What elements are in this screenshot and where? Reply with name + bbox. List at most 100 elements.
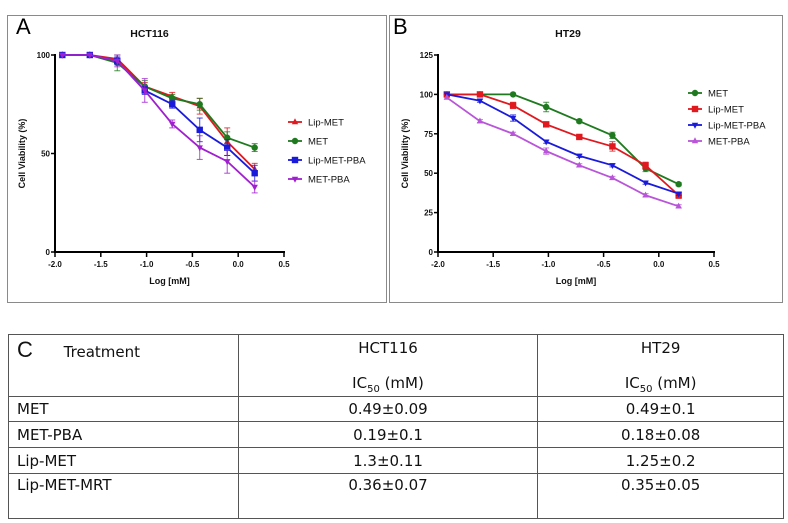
- data-point: [196, 101, 203, 108]
- x-tick-label: -0.5: [597, 260, 611, 269]
- legend-marker: [691, 137, 699, 144]
- legend-marker: [291, 156, 299, 164]
- series-line: [446, 93, 680, 196]
- treatment-cell: MET: [8, 396, 239, 422]
- y-tick-label: 0: [46, 248, 51, 257]
- x-tick-label: 0.0: [233, 260, 245, 269]
- ht29-ic50-cell: 0.49±0.1: [537, 396, 784, 422]
- ic-unit: (mM): [652, 374, 697, 392]
- x-tick-label: -1.0: [140, 260, 154, 269]
- table-row: MET 0.49±0.09 0.49±0.1: [8, 396, 784, 422]
- data-point: [542, 103, 550, 111]
- data-point: [642, 191, 649, 198]
- table-row: MET-PBA 0.19±0.1 0.18±0.08: [8, 421, 784, 448]
- x-tick-label: 0.0: [653, 260, 665, 269]
- ht29-chart-svg: HT29 0 25 50 75 100 125 -2.0 -1.5 -1.0 -0.5 0.0 0.5 L…: [400, 28, 766, 286]
- series-met: [59, 51, 258, 153]
- legend-item: MET: [288, 137, 328, 148]
- header-ht29-cell: HT29 IC50 (mM): [537, 334, 784, 397]
- legend-label: MET: [308, 137, 328, 148]
- header-treatment: Treatment: [63, 343, 140, 361]
- x-tick-label: -1.5: [94, 260, 108, 269]
- data-point: [224, 159, 231, 166]
- data-point: [576, 161, 583, 168]
- table-header-row: C Treatment HCT116 IC50 (mM) HT29 IC50 (…: [8, 334, 784, 397]
- treatment-cell: Lip-MET-MRT: [8, 473, 239, 519]
- treatment-cell: MET-PBA: [8, 421, 239, 448]
- series-met-pba: [59, 52, 258, 194]
- legend-marker: [691, 89, 699, 97]
- ic-prefix: IC: [352, 374, 368, 392]
- y-axis-label: Cell Viability (%): [17, 119, 27, 189]
- series-lip-met-pba: [443, 92, 682, 198]
- x-axis-label: Log [mM]: [149, 276, 190, 286]
- panel-a-label: A: [16, 14, 31, 39]
- legend-label: Lip-MET-PBA: [308, 156, 366, 167]
- header-ht29: HT29: [640, 339, 681, 357]
- y-tick-label: 100: [420, 90, 434, 99]
- data-point: [675, 191, 682, 198]
- ht29-ic50-cell: 0.35±0.05: [537, 473, 784, 519]
- hct116-ic50-cell: 0.49±0.09: [237, 396, 539, 422]
- data-point: [542, 121, 550, 128]
- hct116-ic50-cell: 1.3±0.11: [237, 447, 539, 474]
- data-point: [443, 93, 451, 100]
- legend-marker: [691, 105, 699, 113]
- data-point: [476, 98, 484, 105]
- data-point: [542, 147, 550, 154]
- hct116-ic50-cell: 0.19±0.1: [237, 421, 539, 448]
- ic-subscript: 50: [639, 384, 653, 395]
- data-point: [609, 132, 616, 139]
- hct116-ic50-cell: 0.36±0.07: [237, 473, 539, 519]
- y-tick-label: 125: [420, 51, 434, 60]
- ht29-ic50-cell: 0.18±0.08: [537, 421, 784, 448]
- data-point: [542, 139, 550, 146]
- legend-item: Lip-MET-PBA: [688, 121, 766, 132]
- data-point: [609, 143, 616, 150]
- data-point: [476, 117, 484, 124]
- legend-label: MET: [708, 89, 728, 100]
- x-tick-label: -2.0: [431, 260, 445, 269]
- panel-c-label: C: [17, 337, 33, 362]
- header-hct116-cell: HCT116 IC50 (mM): [237, 334, 539, 397]
- series-line: [446, 96, 679, 208]
- data-point: [642, 162, 649, 169]
- x-tick-label: 0.5: [278, 260, 290, 269]
- legend-label: Lip-MET-PBA: [708, 121, 766, 132]
- series-met: [443, 91, 682, 188]
- series-line: [62, 54, 256, 188]
- ic-unit: (mM): [379, 374, 424, 392]
- header-ht29-ic50: IC50 (mM): [546, 374, 775, 395]
- series-line: [62, 54, 256, 170]
- data-point: [251, 144, 258, 151]
- data-point: [509, 115, 517, 122]
- data-point: [576, 133, 583, 141]
- y-axis-label: Cell Viability (%): [400, 119, 410, 189]
- header-hct116: HCT116: [358, 339, 418, 357]
- x-tick-label: -1.5: [486, 260, 500, 269]
- table-row: Lip-MET 1.3±0.11 1.25±0.2: [8, 447, 784, 474]
- x-tick-label: -1.0: [542, 260, 556, 269]
- legend-marker: [291, 137, 299, 145]
- legend-item: Lip-MET: [688, 105, 744, 116]
- legend-label: Lip-MET: [708, 105, 744, 116]
- y-tick-label: 25: [424, 209, 433, 218]
- y-tick-label: 50: [424, 169, 433, 178]
- legend-label: Lip-MET: [308, 118, 344, 129]
- data-point: [509, 130, 517, 136]
- header-treatment-cell: C Treatment: [8, 334, 239, 397]
- series-line: [446, 93, 679, 195]
- panel-b-ht29-chart: B HT29 0 25 50 75 100 125 -2.0 -1.5 -1.0 -0.5 0.0 0.…: [389, 14, 783, 303]
- data-point: [675, 181, 682, 188]
- data-point: [509, 91, 517, 98]
- legend-item: MET: [688, 89, 728, 100]
- data-point: [86, 52, 94, 59]
- table-row: Lip-MET-MRT 0.36±0.07 0.35±0.05: [8, 473, 784, 519]
- legend-item: Lip-MET: [288, 118, 344, 129]
- series-met-pba: [443, 93, 682, 209]
- hct116-chart-svg: HCT116 0 50 100 -2.0 -1.5 -1.0 -0.5 0.0 0.5 Log [m…: [17, 28, 366, 286]
- data-point: [476, 91, 484, 98]
- ic-prefix: IC: [624, 374, 640, 392]
- treatment-cell: Lip-MET: [8, 447, 239, 474]
- header-hct116-ic50: IC50 (mM): [247, 374, 530, 395]
